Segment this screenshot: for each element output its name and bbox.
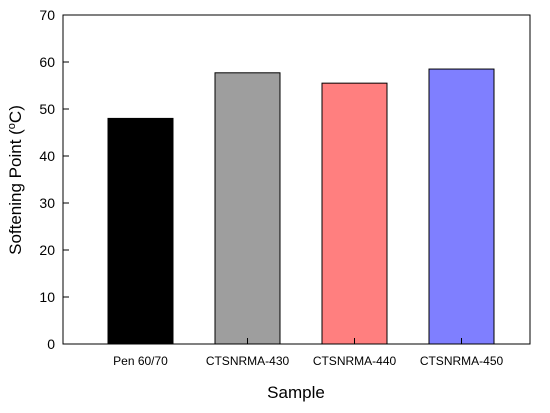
y-tick-label: 10 [39,289,55,305]
bar [214,72,281,345]
bars-layer [107,68,495,345]
x-tick-label: CTSNRMA-450 [420,354,504,368]
y-tick-label: 30 [39,195,55,211]
bar [107,117,174,345]
plot-frame [62,14,531,345]
y-tick-label: 20 [39,242,55,258]
x-tick-label: CTSNRMA-440 [313,354,397,368]
y-tick-label: 40 [39,148,55,164]
y-axis-title-unit: C) [6,105,25,123]
y-axis-ticks: 0 10 20 30 40 50 60 70 [39,7,69,352]
y-tick-label: 50 [39,101,55,117]
x-axis-ticks: Pen 60/70 CTSNRMA-430 CTSNRMA-440 CTSNRMA-4… [113,338,503,368]
bar [321,82,388,345]
y-tick-label: 60 [39,54,55,70]
y-axis-title-superscript: o [6,123,18,129]
y-tick-label: 0 [47,336,55,352]
y-tick-label: 70 [39,7,55,23]
x-tick-label: Pen 60/70 [113,354,168,368]
x-axis-title: Sample [267,383,325,402]
y-axis-title: Softening Point (oC) [6,105,25,255]
x-tick-label: CTSNRMA-430 [206,354,290,368]
bar [428,68,495,345]
y-axis-title-main: Softening Point ( [6,129,25,255]
